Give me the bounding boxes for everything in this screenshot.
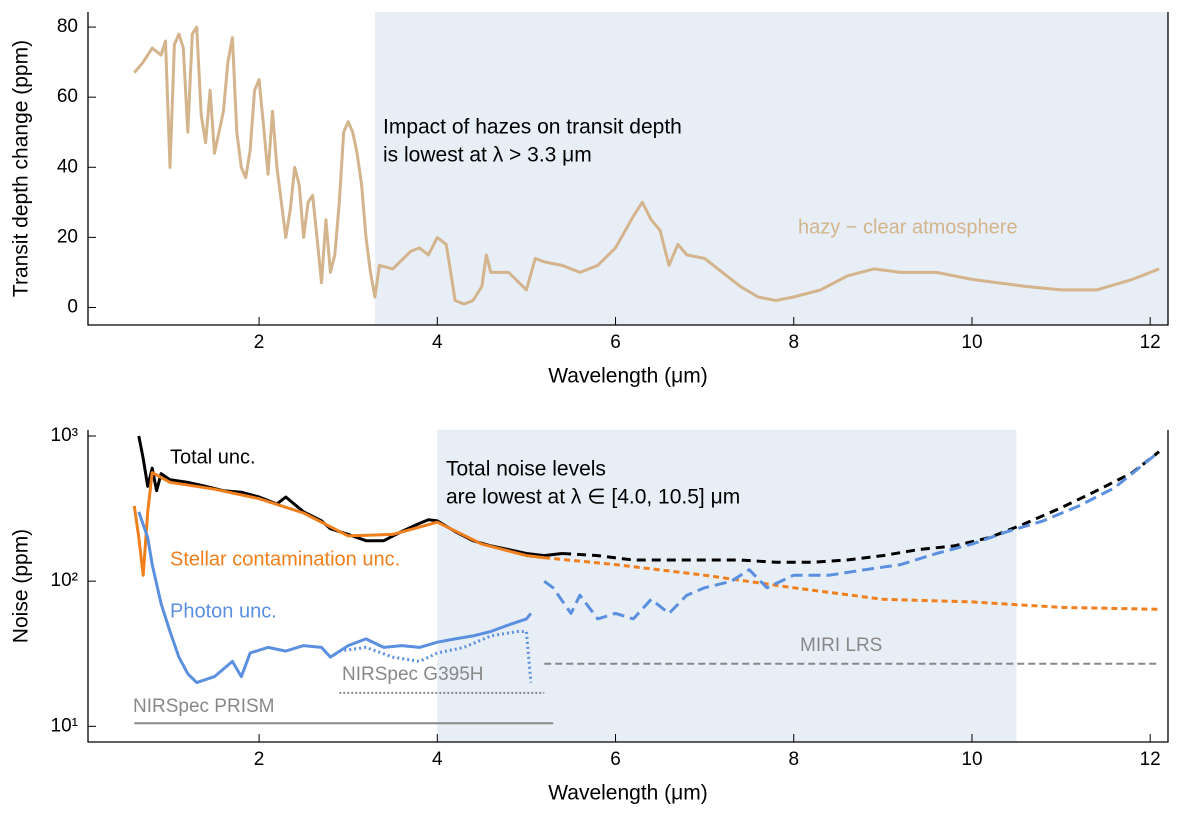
x-tick-label: 8	[788, 749, 799, 770]
series-line	[544, 556, 1160, 611]
x-tick-label: 12	[1140, 749, 1161, 770]
y-tick-label: 10¹	[51, 715, 78, 736]
highlight-region	[437, 430, 1017, 742]
series-line	[132, 471, 545, 577]
y-axis-label: Noise (ppm)	[10, 529, 33, 643]
series-line	[133, 25, 1160, 306]
x-tick-label: 10	[961, 749, 982, 770]
x-tick-label: 6	[610, 749, 621, 770]
series-label: hazy − clear atmosphere	[798, 216, 1018, 238]
x-tick-label: 12	[1140, 332, 1161, 353]
axes-frame	[87, 430, 1169, 743]
y-tick-label: 10³	[51, 425, 78, 446]
annotation: Impact of hazes on transit depth	[383, 116, 682, 139]
x-axis-label: Wavelength (μm)	[548, 782, 708, 805]
series-line	[137, 511, 533, 685]
annotation: is lowest at λ > 3.3 μm	[383, 144, 592, 167]
y-tick-label: 10²	[51, 570, 78, 591]
axes-frame	[87, 12, 1169, 326]
series-label: Photon unc.	[170, 600, 277, 622]
series-line	[339, 630, 533, 683]
annotation: are lowest at λ ∈ [4.0, 10.5] μm	[446, 486, 740, 509]
y-tick-label: 20	[57, 226, 78, 247]
series-label: Total unc.	[170, 446, 256, 468]
x-tick-label: 2	[254, 749, 265, 770]
y-tick-label: 40	[57, 156, 78, 177]
instrument-label: MIRI LRS	[800, 635, 882, 656]
x-axis-label: Wavelength (μm)	[548, 365, 708, 388]
x-tick-label: 4	[432, 332, 443, 353]
x-tick-label: 10	[961, 332, 982, 353]
instrument-label: NIRSpec PRISM	[133, 696, 274, 717]
instrument-label: NIRSpec G395H	[342, 664, 484, 685]
y-tick-label: 0	[67, 296, 78, 317]
y-tick-label: 60	[57, 86, 78, 107]
highlight-region	[374, 12, 1169, 325]
x-tick-label: 4	[432, 749, 443, 770]
x-tick-label: 6	[610, 332, 621, 353]
series-line	[562, 450, 1161, 564]
series-label: Stellar contamination unc.	[170, 548, 400, 570]
y-axis-label: Transit depth change (ppm)	[10, 40, 33, 297]
series-line	[543, 450, 1161, 621]
x-tick-label: 2	[254, 332, 265, 353]
y-tick-label: 80	[57, 16, 78, 37]
x-tick-label: 8	[788, 332, 799, 353]
annotation: Total noise levels	[446, 458, 606, 481]
